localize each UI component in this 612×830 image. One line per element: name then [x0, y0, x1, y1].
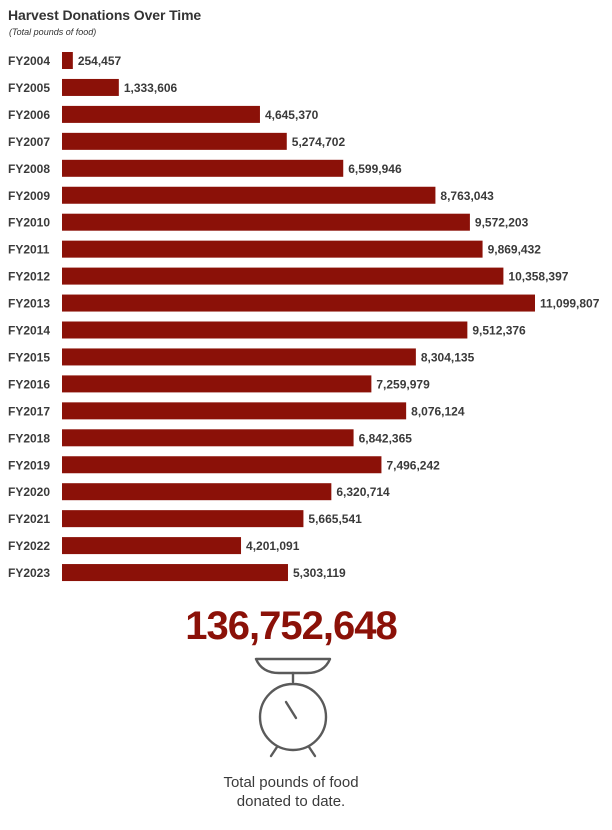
- total-pounds-value: 136,752,648: [185, 604, 397, 648]
- value-label: 5,303,119: [293, 566, 346, 580]
- bar: [62, 564, 288, 582]
- value-label: 8,763,043: [440, 189, 494, 203]
- bar: [62, 402, 407, 420]
- category-label: FY2018: [8, 431, 50, 445]
- caption-line-2: donated to date.: [236, 793, 346, 810]
- chart-subtitle: (Total pounds of food): [9, 27, 97, 37]
- category-label: FY2022: [8, 539, 50, 553]
- category-label: FY2015: [8, 350, 50, 364]
- bar: [62, 375, 372, 393]
- bar: [62, 456, 382, 474]
- category-label: FY2009: [8, 189, 50, 203]
- value-label: 7,259,979: [376, 377, 430, 391]
- value-label: 254,457: [78, 54, 122, 68]
- bar: [62, 294, 535, 312]
- category-label: FY2011: [8, 243, 50, 257]
- value-label: 6,320,714: [336, 485, 390, 499]
- bar: [62, 429, 354, 447]
- bar: [62, 159, 344, 177]
- value-label: 6,599,946: [348, 162, 402, 176]
- bar-chart: FY2004 254,457 FY2005 1,333,606 FY2006 4,645,…: [8, 52, 600, 582]
- category-label: FY2019: [8, 458, 50, 472]
- category-label: FY2023: [8, 566, 50, 580]
- value-label: 9,869,432: [488, 243, 542, 257]
- bar: [62, 483, 332, 501]
- bar: [62, 321, 468, 339]
- category-label: FY2005: [8, 81, 50, 95]
- value-label: 11,099,807: [540, 297, 600, 311]
- kitchen-scale-icon: [254, 657, 332, 758]
- category-label: FY2014: [8, 324, 50, 338]
- value-label: 8,076,124: [411, 404, 465, 418]
- bar: [62, 537, 242, 555]
- bar: [62, 348, 416, 366]
- chart-title: Harvest Donations Over Time: [8, 7, 202, 23]
- value-label: 9,572,203: [475, 216, 529, 230]
- bar: [62, 132, 287, 150]
- category-label: FY2017: [8, 404, 50, 418]
- category-label: FY2004: [8, 54, 50, 68]
- category-label: FY2021: [8, 512, 50, 526]
- category-label: FY2016: [8, 377, 50, 391]
- value-label: 5,665,541: [308, 512, 362, 526]
- bar: [62, 267, 504, 285]
- category-label: FY2012: [8, 270, 50, 284]
- value-label: 4,645,370: [265, 108, 319, 122]
- value-label: 6,842,365: [359, 431, 413, 445]
- value-label: 8,304,135: [421, 350, 475, 364]
- category-label: FY2013: [8, 297, 50, 311]
- category-label: FY2006: [8, 108, 50, 122]
- bar: [62, 78, 119, 96]
- category-label: FY2008: [8, 162, 50, 176]
- bar: [62, 186, 436, 204]
- category-label: FY2007: [8, 135, 50, 149]
- value-label: 7,496,242: [386, 458, 440, 472]
- bar: [62, 213, 470, 231]
- value-label: 9,512,376: [472, 324, 526, 338]
- bar: [62, 52, 73, 69]
- category-label: FY2010: [8, 216, 50, 230]
- bar: [62, 240, 483, 258]
- value-label: 5,274,702: [292, 135, 346, 149]
- caption-line-1: Total pounds of food: [223, 774, 359, 791]
- total-caption: Total pounds of food donated to date.: [0, 773, 582, 811]
- bar: [62, 510, 304, 528]
- value-label: 10,358,397: [508, 270, 568, 284]
- category-label: FY2020: [8, 485, 50, 499]
- value-label: 1,333,606: [124, 81, 178, 95]
- bar: [62, 105, 260, 123]
- value-label: 4,201,091: [246, 539, 300, 553]
